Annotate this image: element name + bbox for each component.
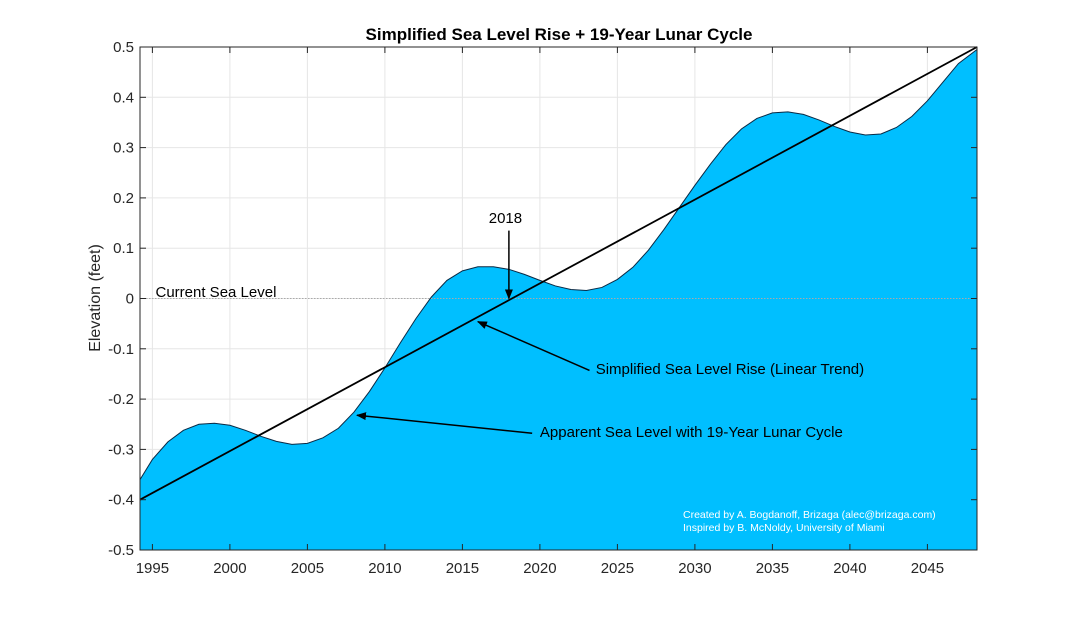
annotation-text-1: 2018	[489, 210, 522, 227]
y-tick-label: -0.4	[108, 492, 134, 509]
credit-line-1: Created by A. Bogdanoff, Brizaga (alec@b…	[683, 509, 936, 521]
y-tick-label: 0.4	[113, 89, 134, 106]
x-tick-label: 2015	[446, 560, 479, 577]
area-series	[139, 49, 978, 550]
lunar-cycle-area	[140, 49, 977, 550]
x-tick-label: 2025	[601, 560, 634, 577]
y-tick-label: -0.5	[108, 542, 134, 559]
x-tick-label: 2035	[756, 560, 789, 577]
credit-line-2: Inspired by B. McNoldy, University of Mi…	[683, 522, 885, 534]
annotations: Current Sea Level 2018 Simplified Sea Leve…	[156, 210, 865, 441]
y-tick-label: -0.3	[108, 441, 134, 458]
x-tick-label: 2010	[368, 560, 401, 577]
x-tick-label: 2020	[523, 560, 556, 577]
x-tick-label: 2030	[678, 560, 711, 577]
x-tick-label: 2005	[291, 560, 324, 577]
annotation-text-3: Apparent Sea Level with 19-Year Lunar Cy…	[540, 424, 843, 441]
x-tick-label: 2040	[833, 560, 866, 577]
x-tick-label: 2045	[911, 560, 944, 577]
y-tick-label: 0.3	[113, 140, 134, 157]
y-tick-label: 0.2	[113, 190, 134, 207]
axes	[139, 46, 978, 551]
chart-title: Simplified Sea Level Rise + 19-Year Luna…	[366, 25, 753, 44]
y-tick-label: -0.1	[108, 341, 134, 358]
annotation-text-0: Current Sea Level	[156, 284, 277, 301]
x-tick-label: 1995	[136, 560, 169, 577]
y-tick-label: -0.2	[108, 391, 134, 408]
y-tick-label: 0	[126, 291, 134, 308]
x-tick-label: 2000	[213, 560, 246, 577]
lunar-cycle-outline	[139, 49, 978, 480]
y-axis-label: Elevation (feet)	[87, 244, 104, 352]
linear-trend-line	[139, 46, 978, 501]
trend-line-layer	[139, 46, 978, 501]
annotation-text-2: Simplified Sea Level Rise (Linear Trend)	[596, 361, 864, 378]
y-tick-label: 0.1	[113, 240, 134, 257]
y-tick-label: 0.5	[113, 39, 134, 56]
annotation-arrow-2	[476, 320, 590, 372]
tick-labels: 1995 2000 2005 2010 2015 2020 2025 2030 2035 2040…	[108, 39, 944, 577]
annotation-arrow-3	[356, 412, 533, 435]
